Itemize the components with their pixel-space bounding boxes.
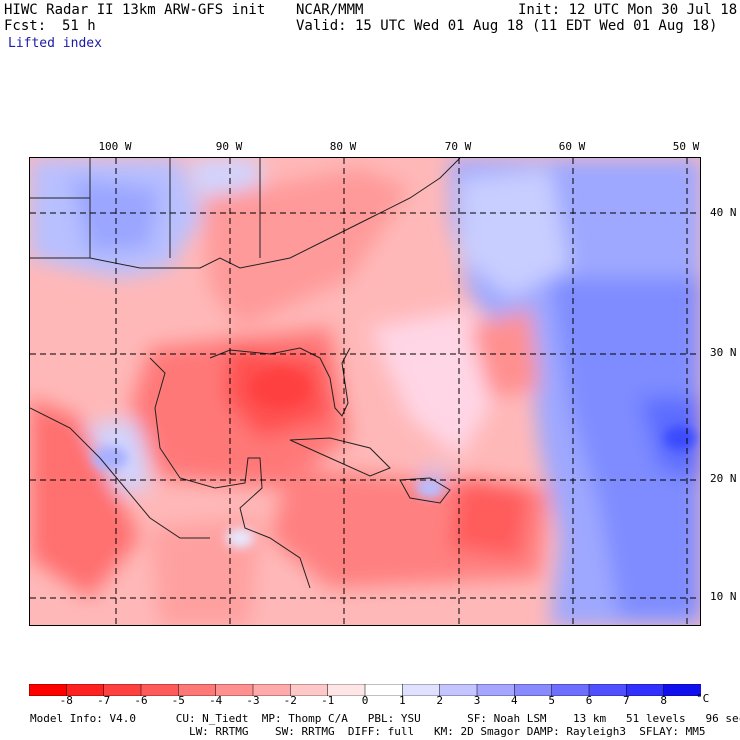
forecast-hour: 51 h — [62, 18, 96, 34]
colorbar-tick-label: 7 — [622, 694, 630, 707]
lon-label: 100 W — [98, 140, 132, 153]
coastlines — [30, 158, 461, 589]
colorbar-tick-label: 2 — [436, 694, 443, 707]
field-detail — [92, 368, 696, 548]
lifted-index-map — [29, 157, 701, 626]
valid-time: Valid: 15 UTC Wed 01 Aug 18 (11 EDT Wed … — [296, 18, 718, 34]
colorbar-tick-label: -1 — [321, 694, 335, 707]
colorbar-tick-label: 1 — [398, 694, 406, 707]
map-canvas — [30, 158, 700, 625]
graticule — [30, 158, 700, 625]
colorbar-tick-label: -6 — [134, 694, 148, 707]
colorbar-tick-label: -2 — [283, 694, 297, 707]
lat-label: 30 N — [710, 346, 737, 359]
lat-label: 10 N — [710, 590, 737, 603]
init-time: Init: 12 UTC Mon 30 Jul 18 — [518, 2, 738, 18]
colorbar-tick-label: -5 — [171, 694, 185, 707]
lon-label: 70 W — [444, 140, 472, 153]
colorbar-tick-label: 3 — [473, 694, 481, 707]
organization: NCAR/MMM — [296, 2, 364, 18]
lat-label: 20 N — [710, 472, 737, 485]
colorbar-tick-label: -4 — [209, 694, 223, 707]
lon-label: 90 W — [215, 140, 243, 153]
model-info-line2: LW: RRTMG SW: RRTMG DIFF: full KM: 2D Sm… — [30, 725, 706, 738]
colorbar-tick-label: 6 — [585, 694, 593, 707]
colorbar-swatches — [28, 683, 702, 697]
colorbar-tick-label: 8 — [660, 694, 667, 707]
colorbar-tick-label: -3 — [246, 694, 260, 707]
lon-label: 80 W — [329, 140, 357, 153]
colorbar-tick-label: -8 — [59, 694, 73, 707]
colorbar-tick-label: 4 — [510, 694, 518, 707]
model-info-line1: Model Info: V4.0 CU: N_Tiedt MP: Thomp C… — [30, 712, 740, 725]
colorbar-tick-label: 0 — [361, 694, 369, 707]
lon-label: 60 W — [558, 140, 586, 153]
chart-title: HIWC Radar II 13km ARW-GFS init — [4, 2, 266, 18]
colorbar-tick-label: 5 — [548, 694, 555, 707]
lon-label: 50 W — [672, 140, 700, 153]
field-name: Lifted index — [8, 36, 102, 51]
lifted-index-field — [30, 158, 700, 625]
lat-label: 40 N — [710, 206, 737, 219]
colorbar-unit: °C — [696, 692, 710, 705]
colorbar-tick-label: -7 — [97, 694, 111, 707]
colorbar — [28, 681, 702, 700]
forecast-label: Fcst: — [4, 18, 47, 34]
